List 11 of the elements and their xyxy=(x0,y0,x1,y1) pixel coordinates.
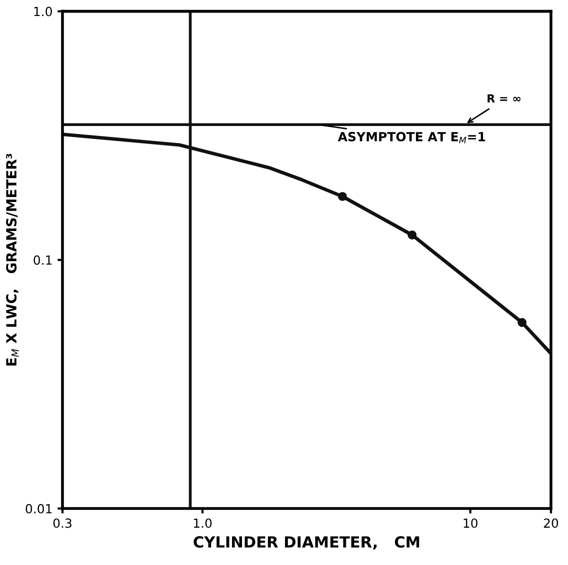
x-tick-label: 20 xyxy=(544,518,558,528)
y-tick-label: 1.0 xyxy=(34,6,52,16)
x-axis-title: CYLINDER DIAMETER, CM xyxy=(194,536,420,550)
x-tick-label: 1.0 xyxy=(194,518,212,528)
annotation: ASYMPTOTE AT E$_{M}$=1 xyxy=(338,132,486,144)
x-tick-label: 10 xyxy=(464,518,478,528)
y-tick-label: 0.1 xyxy=(34,255,52,265)
x-tick-label: 0.3 xyxy=(53,518,72,528)
annotation: R = ∞ xyxy=(488,94,520,102)
y-tick-label: 0.01 xyxy=(26,504,52,514)
y-axis-title: E$_{M}$ X LWC, GRAMS/METER³ xyxy=(6,154,19,366)
